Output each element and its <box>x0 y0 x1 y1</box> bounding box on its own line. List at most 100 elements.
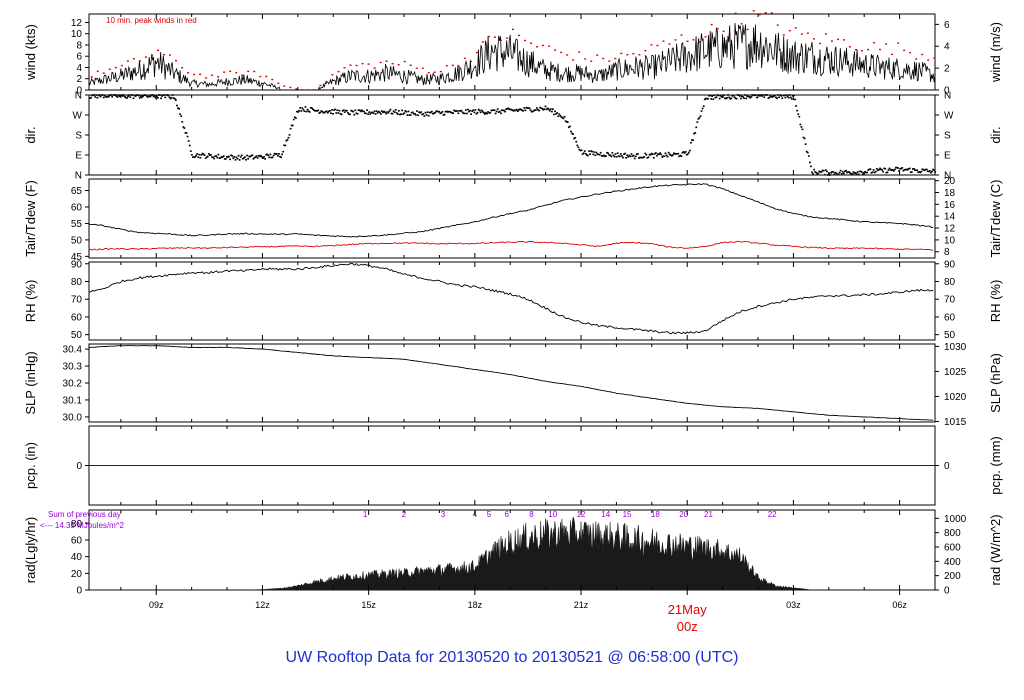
dir-point <box>767 97 770 99</box>
dir-point <box>502 109 504 112</box>
dir-point <box>869 168 872 170</box>
dir-point <box>532 109 535 112</box>
dir-point <box>705 97 708 100</box>
wind-peak-point <box>439 70 442 73</box>
dir-point <box>530 110 533 113</box>
dir-point <box>663 155 666 157</box>
dir-point <box>549 108 552 110</box>
dir-point <box>813 168 816 171</box>
dir-point <box>296 110 298 113</box>
dir-point <box>509 108 512 111</box>
dir-point <box>129 96 132 98</box>
dir-point <box>890 169 893 172</box>
dir-point <box>279 155 281 158</box>
wind-peak-point <box>150 54 153 56</box>
dir-point <box>360 109 363 112</box>
dir-point <box>540 107 543 109</box>
dir-point <box>225 156 228 158</box>
dir-point <box>731 95 734 97</box>
dir-point <box>468 110 470 113</box>
dir-point <box>606 151 608 154</box>
dir-point <box>675 153 677 155</box>
dir-point <box>735 97 738 100</box>
dir-point <box>464 109 467 111</box>
dir-point <box>892 170 895 172</box>
wind-peak-point <box>891 53 894 56</box>
dir-point <box>797 113 800 115</box>
dir-point <box>512 110 515 112</box>
dir-point <box>551 108 554 110</box>
dir-point <box>489 112 492 114</box>
dir-point <box>116 96 119 98</box>
dir-point <box>284 144 287 147</box>
dir-point <box>89 97 91 100</box>
dir-point <box>668 153 671 156</box>
dir-point <box>314 110 316 112</box>
dir-point <box>686 153 689 155</box>
dir-point <box>455 110 458 112</box>
dir-point <box>210 154 212 156</box>
dir-point <box>222 155 225 157</box>
dir-point <box>357 109 360 111</box>
dir-point <box>678 155 681 158</box>
dir-point <box>333 109 336 111</box>
dir-point <box>839 169 842 172</box>
dir-point <box>608 154 611 156</box>
wind-peak-point <box>692 39 695 41</box>
dir-point <box>881 169 883 171</box>
wind-peak-point <box>542 44 545 47</box>
dir-point <box>646 157 649 159</box>
dir-point <box>903 169 906 171</box>
dir-point <box>410 111 413 114</box>
dir-point <box>381 110 383 113</box>
dir-point <box>850 172 853 175</box>
dir-point <box>617 155 620 157</box>
dir-point <box>434 111 436 114</box>
temp-series-1 <box>88 240 934 251</box>
dir-point <box>759 95 761 97</box>
dir-point <box>671 154 674 156</box>
dir-ytick-label: N <box>75 171 82 182</box>
wind-peak-point <box>668 43 671 45</box>
dir-point <box>376 112 379 114</box>
dir-point <box>519 108 521 110</box>
dir-ytick-right-label: N <box>944 171 951 182</box>
dir-point <box>183 127 186 129</box>
date-marker-hour: 00z <box>677 619 698 634</box>
dir-point <box>888 167 891 170</box>
dir-point <box>287 136 290 139</box>
dir-point <box>479 111 482 114</box>
wind-peak-point <box>253 70 256 73</box>
dir-point <box>615 156 618 158</box>
dir-point <box>379 113 382 115</box>
dir-point <box>164 96 167 99</box>
wind-peak-point <box>764 12 767 14</box>
wind-peak-point <box>325 80 328 83</box>
dir-point <box>491 109 494 111</box>
dir-point <box>720 96 723 98</box>
wind-note: 10 min. peak winds in red <box>106 16 197 25</box>
slp-ytick-label: 30.2 <box>63 379 83 390</box>
dir-point <box>137 94 140 97</box>
dir-point <box>886 171 889 174</box>
wind-peak-point <box>554 49 557 51</box>
dir-point <box>583 150 586 152</box>
dir-point <box>503 109 505 112</box>
rad-hour-label: 21 <box>704 510 713 519</box>
wind-peak-point <box>367 63 370 65</box>
dir-point <box>407 110 410 113</box>
dir-point <box>214 155 217 158</box>
dir-point <box>383 110 385 113</box>
dir-point <box>425 114 428 116</box>
dir-point <box>764 94 767 96</box>
dir-point <box>878 168 880 171</box>
dir-point <box>736 94 739 96</box>
dir-point <box>495 110 498 113</box>
dir-point <box>170 96 173 99</box>
dir-point <box>411 111 414 114</box>
dir-point <box>202 153 205 155</box>
dir-point <box>875 167 878 170</box>
dir-point <box>876 169 879 172</box>
dir-point <box>804 143 807 145</box>
dir-point <box>445 110 448 113</box>
